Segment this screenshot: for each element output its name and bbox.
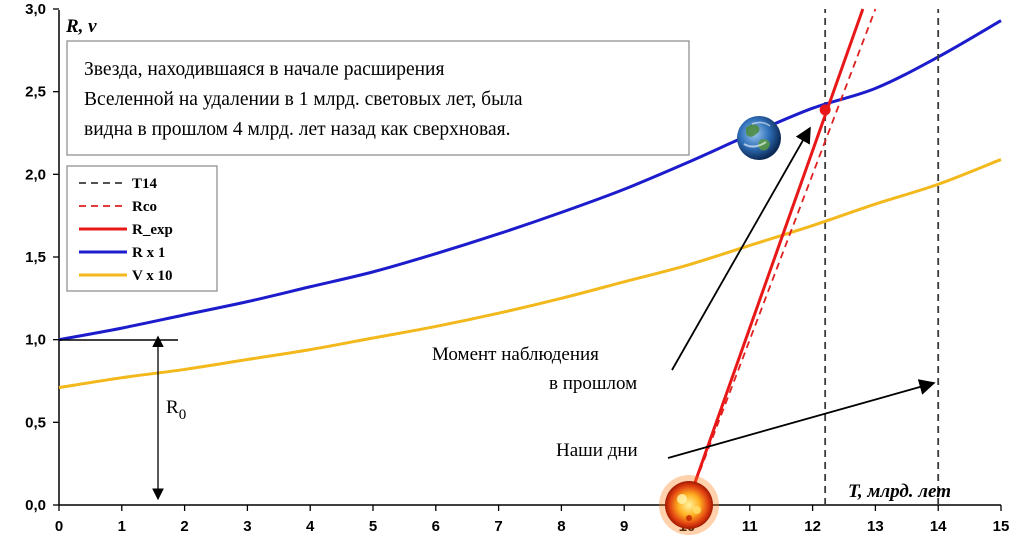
x-tick-label: 12 [804,518,821,535]
x-ticks: 0123456789101112131415 [55,505,1010,535]
x-tick-label: 6 [432,518,440,535]
today-arrow [667,379,936,459]
x-tick-label: 8 [557,518,565,535]
x-tick-label: 11 [742,518,758,535]
y-tick-label: 1,5 [25,249,46,266]
legend: T14 Rco R_exp R x 1 V x 10 [66,165,218,292]
x-tick-label: 13 [867,518,884,535]
y-tick-label: 2,0 [25,166,46,183]
observation-point-marker [819,104,831,116]
r0-subscript: 0 [179,407,187,423]
earth-icon [737,116,781,160]
legend-item-rco: Rco [79,199,157,215]
y-tick-label: 0,5 [25,414,46,431]
today-annotation: Наши дни [556,379,936,461]
y-tick-label: 3,0 [25,1,46,18]
legend-label-r-x1: R x 1 [132,245,165,261]
moment-label-line2: в прошлом [549,373,637,394]
observation-annotation: Момент наблюдения в прошлом [432,126,811,394]
legend-item-r-exp: R_exp [79,222,173,238]
nashi-dni-label: Наши дни [556,440,638,461]
legend-label-v-x10: V x 10 [132,268,173,284]
legend-label-r-exp: R_exp [132,222,173,238]
legend-label-t14: T14 [132,176,158,192]
series-r-exp [685,8,865,506]
legend-item-r-x1: R x 1 [79,245,165,261]
y-ticks: 0,0 0,5 1,0 1,5 2,0 2,5 3,0 [25,1,59,514]
x-tick-label: 4 [306,518,315,535]
legend-item-t14: T14 [79,176,158,192]
moment-arrow [671,126,811,371]
marker-layer [819,104,831,116]
note-line-1: Звезда, находившаяся в начале расширения [84,59,444,80]
x-tick-label: 1 [118,518,126,535]
x-tick-label: 9 [620,518,628,535]
x-tick-label: 3 [243,518,251,535]
y-axis-label: R, v [65,16,97,37]
series-layer [58,8,1002,506]
y-tick-label: 1,0 [25,332,46,349]
r0-label: R0 [166,397,186,423]
legend-item-v-x10: V x 10 [79,268,173,284]
x-tick-label: 7 [494,518,502,535]
x-tick-label: 0 [55,518,63,535]
r0-annotation: R0 [59,335,186,501]
note-box: Звезда, находившаяся в начале расширения… [66,40,690,156]
x-tick-label: 2 [180,518,188,535]
note-line-2: Вселенной на удалении в 1 млрд. световых… [84,89,523,110]
y-tick-label: 0,0 [25,497,46,514]
series-r-x1 [58,19,1002,342]
y-tick-label: 2,5 [25,84,46,101]
x-axis-label: T, млрд. лет [848,481,951,502]
supernova-icon [659,475,719,535]
x-tick-label: 14 [930,518,947,535]
moment-label-line1: Момент наблюдения [432,344,599,365]
series-v-x10 [58,158,1002,390]
x-tick-label: 5 [369,518,377,535]
note-line-3: видна в прошлом 4 млрд. лет назад как св… [84,119,511,140]
legend-label-rco: Rco [132,199,157,215]
series-rco [686,8,877,506]
x-tick-label: 15 [993,518,1010,535]
